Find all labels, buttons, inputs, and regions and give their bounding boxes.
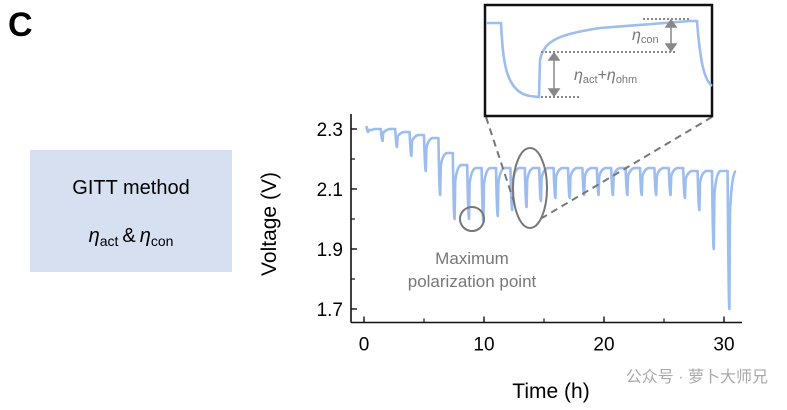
x-tick-label: 30 xyxy=(713,335,734,356)
axes: 2.3 2.1 1.9 1.7 0 10 20 30 Time (h) Voltage (V) xyxy=(258,114,742,403)
annotation-line1: Maximum xyxy=(435,249,509,268)
x-tick-label: 20 xyxy=(593,335,614,356)
voltage-curve xyxy=(365,125,737,311)
max-polarization-circle xyxy=(459,206,485,232)
panel-label: C xyxy=(8,6,33,44)
y-tick-label: 2.1 xyxy=(317,180,343,201)
inset-connector-left xyxy=(485,116,516,206)
x-axis-label: Time (h) xyxy=(512,380,589,403)
y-tick-label: 2.3 xyxy=(317,120,343,141)
inset: ηcon ηact+ηohm xyxy=(483,3,714,118)
eta-con-arrow xyxy=(664,18,678,53)
eta-act-ohm-arrow xyxy=(547,51,561,98)
eta-con-label: ηcon xyxy=(632,27,659,46)
x-tick-label: 10 xyxy=(473,335,494,356)
annotation-line2: polarization point xyxy=(408,272,537,291)
inset-curve xyxy=(486,19,713,99)
zoom-ellipse xyxy=(512,147,548,229)
eta-act-ohm-label: ηact+ηohm xyxy=(574,67,637,86)
inset-connector-right xyxy=(541,116,713,219)
x-tick-label: 0 xyxy=(359,335,370,356)
method-params: ηact & ηcon xyxy=(89,225,174,249)
y-tick-label: 1.9 xyxy=(317,240,343,261)
watermark: 公众号 · 萝卜大师兄 xyxy=(626,368,768,386)
method-box xyxy=(30,150,232,272)
y-axis-label: Voltage (V) xyxy=(258,172,281,276)
y-tick-label: 1.7 xyxy=(317,300,343,321)
method-title: GITT method xyxy=(72,177,189,199)
